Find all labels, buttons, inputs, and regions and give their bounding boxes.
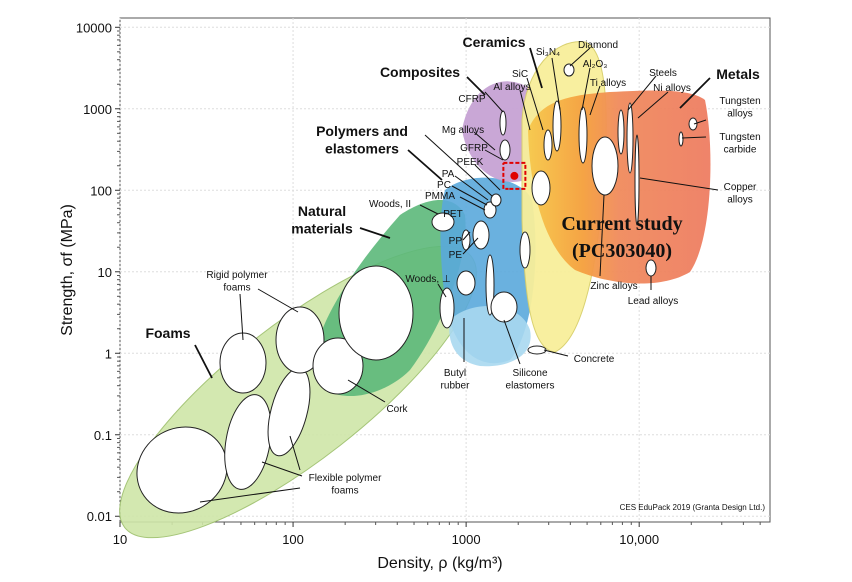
annotation: Flexible polymer foams xyxy=(309,473,382,497)
annotation: Ceramics xyxy=(462,34,525,50)
annotation: Steels xyxy=(649,68,677,79)
annotation-line: foams xyxy=(223,283,250,294)
x-axis-label: Density, ρ (kg/m³) xyxy=(377,555,502,572)
annotation: PA xyxy=(442,169,455,180)
material-bubbles xyxy=(136,63,698,514)
annotation: PC xyxy=(437,180,451,191)
y-tick-label: 1000 xyxy=(83,102,112,117)
y-axis-label: Strength, σf (MPa) xyxy=(59,204,76,336)
annotation: Composites xyxy=(380,64,460,80)
y-tick-label: 0.01 xyxy=(87,509,112,524)
annotation: SiC xyxy=(512,69,528,80)
annotation: Metals xyxy=(716,66,760,82)
annotation-line: elastomers xyxy=(325,141,399,157)
annotation-line: Flexible polymer xyxy=(309,473,382,484)
annotation: Copper alloys xyxy=(724,182,757,206)
x-tick-label: 10,000 xyxy=(619,532,659,547)
annotation-line: rubber xyxy=(441,381,471,392)
annotation: CFRP xyxy=(458,94,486,105)
annotation-line: foams xyxy=(331,486,358,497)
annotation-line: Polymers and xyxy=(316,123,408,139)
annotation: PE xyxy=(449,250,463,261)
annotation: Tungsten carbide xyxy=(719,132,760,156)
annotation: Foams xyxy=(145,325,190,341)
annotation: Diamond xyxy=(578,40,618,51)
x-tick-label: 1000 xyxy=(452,532,481,547)
annotation: Woods, ⊥ xyxy=(405,274,450,285)
y-tick-label: 10000 xyxy=(76,20,112,35)
data-point xyxy=(510,171,519,180)
annotation-line: Natural xyxy=(298,203,346,219)
annotation: Tungsten alloys xyxy=(719,96,760,120)
point-label: Current study (PC303040) xyxy=(561,213,682,262)
point-label-line: Current study xyxy=(561,213,682,235)
annotation: Polymers and elastomers xyxy=(316,123,408,157)
x-tick-label: 10 xyxy=(113,532,127,547)
annotation: Zinc alloys xyxy=(590,281,637,292)
annotation: Natural materials xyxy=(291,203,353,237)
point-label-line: (PC303040) xyxy=(572,240,672,262)
annotation: Lead alloys xyxy=(628,296,679,307)
annotation: Mg alloys xyxy=(442,125,484,136)
annotation: Rigid polymer foams xyxy=(206,270,268,294)
y-tick-label: 0.1 xyxy=(94,428,112,443)
data-marks xyxy=(502,161,527,190)
annotation-line: Tungsten xyxy=(719,132,760,143)
annotation: Concrete xyxy=(574,354,615,365)
annotation-line: alloys xyxy=(727,195,753,206)
y-tick-label: 100 xyxy=(90,183,112,198)
annotation-line: carbide xyxy=(724,145,757,156)
annotation: Woods, II xyxy=(369,199,411,210)
annotation: CES EduPack 2019 (Granta Design Ltd.) xyxy=(620,503,766,512)
annotation: PET xyxy=(443,209,462,220)
annotation: Ti alloys xyxy=(590,78,626,89)
annotation-line: Tungsten xyxy=(719,96,760,107)
y-tick-label: 10 xyxy=(98,265,112,280)
annotation: GFRP xyxy=(460,143,488,154)
annotation: PMMA xyxy=(425,191,455,202)
annotation: PP xyxy=(449,236,463,247)
y-tick-label: 1 xyxy=(105,346,112,361)
annotation: Si₃N₄ xyxy=(536,47,560,58)
annotation: Silicone elastomers xyxy=(506,368,555,392)
annotation-line: alloys xyxy=(727,109,753,120)
annotation-line: Butyl xyxy=(444,368,466,379)
annotation: Al₂O₃ xyxy=(583,59,608,70)
labels: 10 100 1000 10,000 0.01 0.1 1 10 100 1000 10000 Den… xyxy=(59,20,765,572)
annotation: Ni alloys xyxy=(653,83,691,94)
annotation-line: Copper xyxy=(724,182,757,193)
annotation-line: elastomers xyxy=(506,381,555,392)
annotation-line: Silicone xyxy=(512,368,547,379)
annotation-line: materials xyxy=(291,221,353,237)
annotation-line: Rigid polymer xyxy=(206,270,268,281)
annotation: Al alloys xyxy=(493,82,530,93)
x-tick-label: 100 xyxy=(282,532,304,547)
leader-lines xyxy=(194,47,719,503)
annotation: PEEK xyxy=(457,157,484,168)
annotation: Cork xyxy=(386,404,408,415)
annotation: Butyl rubber xyxy=(441,368,471,392)
